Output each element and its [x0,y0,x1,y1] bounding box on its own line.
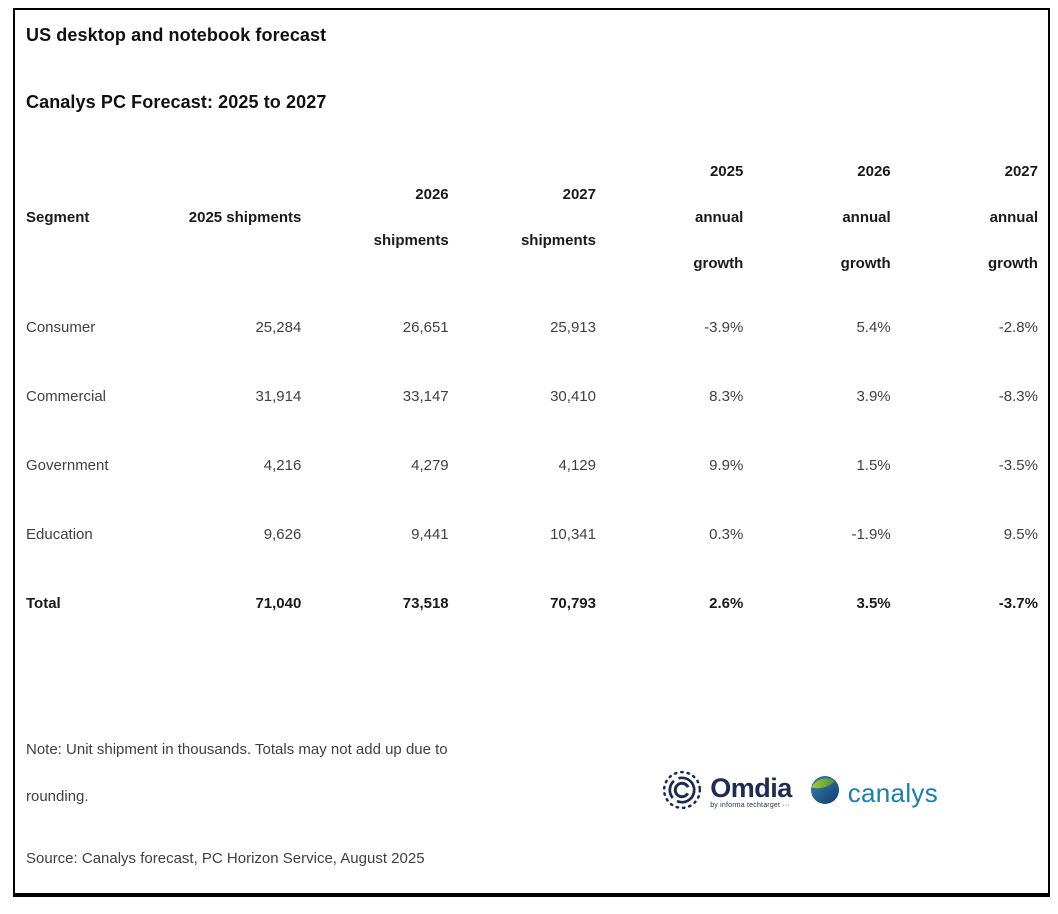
omdia-logo: Omdia by informa techtarget ··· [661,769,792,816]
cell-growth-2026: -1.9% [851,526,891,543]
cell-shipments-2025: 4,216 [263,457,302,474]
omdia-logo-icon [661,769,703,816]
forecast-table: Segment 2025 shipments 2026 shipments 20… [26,149,1038,638]
cell-growth-2025: 8.3% [709,388,744,405]
table-row-commercial: Commercial 31,914 33,147 30,410 8.3% 3.9… [26,362,1038,431]
cell-growth-2027: -3.7% [998,595,1038,612]
cell-shipments-2027: 4,129 [558,457,596,474]
cell-growth-2026: 3.5% [856,595,891,612]
cell-growth-2025: -3.9% [704,319,744,336]
table-row-education: Education 9,626 9,441 10,341 0.3% -1.9% … [26,500,1038,569]
col-header-2027-shipments: 2027 shipments [520,186,596,249]
cell-growth-2027: -2.8% [998,319,1038,336]
col-header-2025-shipments: 2025 shipments [188,209,302,226]
cell-shipments-2025: 31,914 [255,388,302,405]
col-header-2025-growth: 2025 annual growth [693,163,744,272]
canalys-globe-icon [810,775,840,810]
brand-logos: Omdia by informa techtarget ··· [661,769,938,820]
canalys-wordmark: canalys [847,777,938,808]
cell-growth-2026: 3.9% [856,388,891,405]
cell-segment: Government [26,457,109,474]
footer-row: Note: Unit shipment in thousands. Totals… [26,726,1038,820]
cell-segment: Total [26,595,61,612]
cell-segment: Consumer [26,319,96,336]
table-row-total: Total 71,040 73,518 70,793 2.6% 3.5% -3.… [26,569,1038,638]
table-body: Consumer 25,284 26,651 25,913 -3.9% 5.4%… [26,293,1038,638]
cell-growth-2025: 9.9% [709,457,744,474]
cell-shipments-2025: 9,626 [263,526,302,543]
source-line: Source: Canalys forecast, PC Horizon Ser… [26,850,425,867]
cell-shipments-2026: 33,147 [402,388,449,405]
cell-shipments-2025: 25,284 [255,319,302,336]
cell-shipments-2025: 71,040 [255,595,302,612]
cell-segment: Education [26,526,93,543]
cell-growth-2027: -3.5% [998,457,1038,474]
footnote: Note: Unit shipment in thousands. Totals… [26,726,448,820]
cell-growth-2027: 9.5% [1003,526,1038,543]
omdia-tagline: by informa techtarget ··· [710,802,790,809]
cell-shipments-2027: 70,793 [550,595,596,612]
cell-growth-2027: -8.3% [998,388,1038,405]
omdia-wordmark: Omdia [710,773,792,803]
table-row-consumer: Consumer 25,284 26,651 25,913 -3.9% 5.4%… [26,293,1038,362]
col-header-2026-shipments: 2026 shipments [373,186,449,249]
cell-shipments-2027: 30,410 [550,388,596,405]
col-header-2027-growth: 2027 annual growth [987,163,1038,272]
footnote-line2: rounding. [26,788,89,805]
cell-growth-2026: 1.5% [856,457,891,474]
cell-shipments-2026: 9,441 [411,526,449,543]
cell-shipments-2027: 25,913 [550,319,596,336]
cell-segment: Commercial [26,388,107,405]
cell-shipments-2027: 10,341 [550,526,596,543]
cell-shipments-2026: 26,651 [402,319,449,336]
page-subtitle: Canalys PC Forecast: 2025 to 2027 [26,92,327,112]
cell-shipments-2026: 4,279 [411,457,449,474]
col-header-2026-growth: 2026 annual growth [840,163,891,272]
col-header-segment: Segment [26,209,90,226]
cell-growth-2026: 5.4% [856,319,891,336]
cell-growth-2025: 0.3% [709,526,744,543]
footnote-line1: Note: Unit shipment in thousands. Totals… [26,741,448,758]
cell-shipments-2026: 73,518 [402,595,449,612]
canalys-logo: canalys [810,775,938,810]
cell-growth-2025: 2.6% [709,595,744,612]
forecast-card: US desktop and notebook forecast Canalys… [13,8,1050,897]
table-header-row: Segment 2025 shipments 2026 shipments 20… [26,149,1038,287]
page-title: US desktop and notebook forecast [26,25,327,45]
table-row-government: Government 4,216 4,279 4,129 9.9% 1.5% -… [26,431,1038,500]
